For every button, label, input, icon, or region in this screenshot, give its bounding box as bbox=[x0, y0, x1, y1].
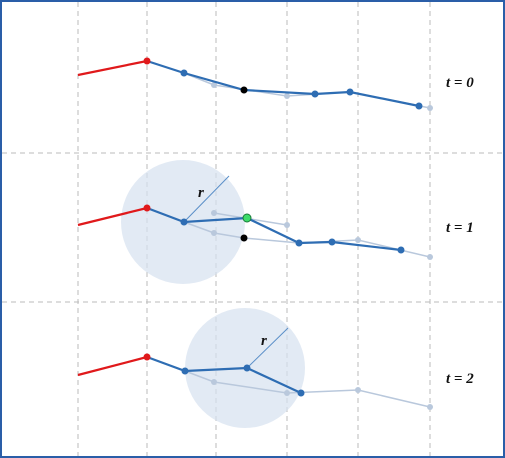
panel-2: r t = 2 bbox=[77, 308, 474, 428]
time-label: t = 1 bbox=[446, 220, 474, 236]
time-label: t = 0 bbox=[446, 75, 474, 91]
panel-1: r t = 1 bbox=[77, 160, 474, 284]
panel-0: t = 0 bbox=[77, 57, 474, 111]
time-label: t = 2 bbox=[446, 371, 474, 387]
radius-label: r bbox=[261, 333, 267, 349]
radius-label: r bbox=[198, 185, 204, 201]
